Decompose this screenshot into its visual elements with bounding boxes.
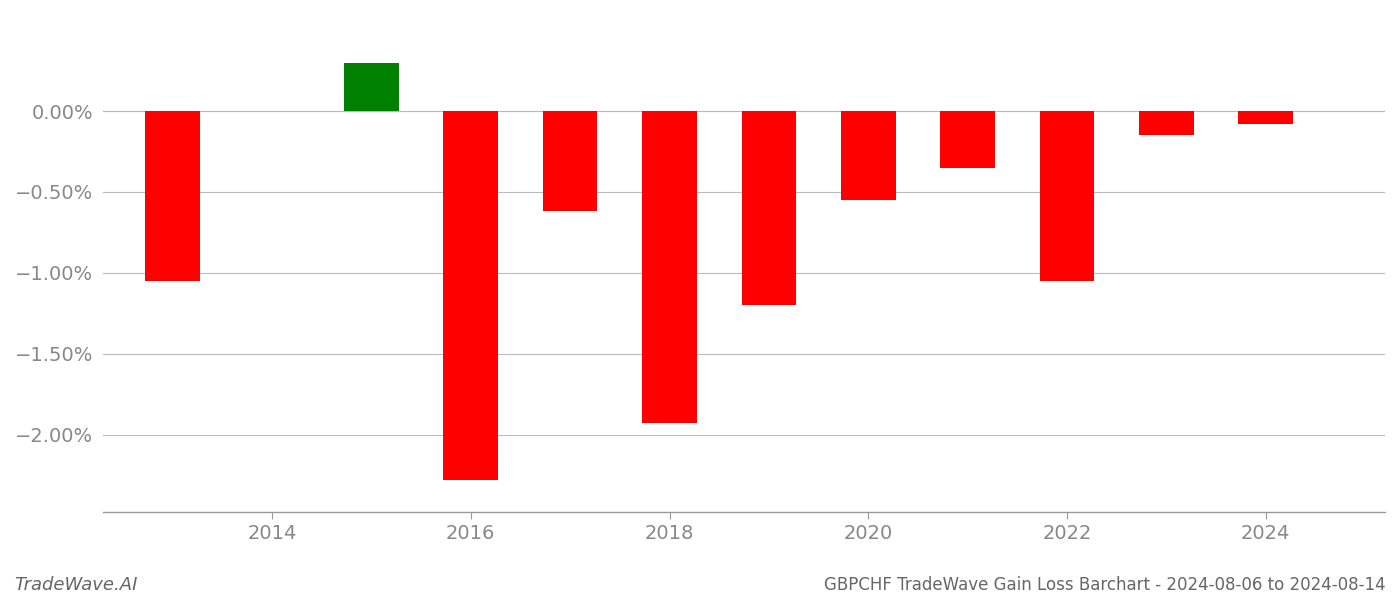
Bar xyxy=(146,111,200,281)
Bar xyxy=(1140,111,1194,136)
Bar xyxy=(941,111,995,168)
Text: GBPCHF TradeWave Gain Loss Barchart - 2024-08-06 to 2024-08-14: GBPCHF TradeWave Gain Loss Barchart - 20… xyxy=(825,576,1386,594)
Bar xyxy=(543,111,598,211)
Bar xyxy=(344,62,399,111)
Bar xyxy=(1239,111,1294,124)
Bar xyxy=(643,111,697,423)
Bar xyxy=(841,111,896,200)
Bar xyxy=(1040,111,1095,281)
Bar xyxy=(444,111,498,480)
Text: TradeWave.AI: TradeWave.AI xyxy=(14,576,137,594)
Bar xyxy=(742,111,797,305)
